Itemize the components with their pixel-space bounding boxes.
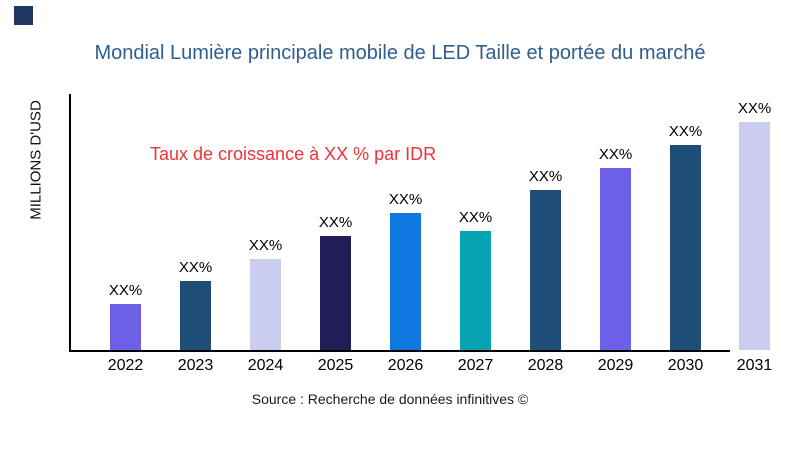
x-tick-2025: 2025 [317, 357, 354, 374]
bar-2026: XX% [389, 191, 422, 350]
x-tick-2028: 2028 [527, 357, 564, 374]
bar-value-label-2030: XX% [668, 123, 703, 140]
bar-value-label-2023: XX% [178, 259, 213, 276]
brand-corner-square [14, 6, 33, 25]
growth-rate-annotation: Taux de croissance à XX % par IDR [150, 144, 437, 164]
bar-2022: XX% [109, 282, 142, 350]
bar-value-label-2031: XX% [737, 100, 772, 117]
bar-2024: XX% [249, 237, 282, 350]
x-tick-2027: 2027 [457, 357, 494, 374]
bar-2025: XX% [319, 214, 352, 350]
bar-value-label-2022: XX% [108, 282, 143, 299]
x-tick-2030: 2030 [667, 357, 704, 374]
bar-2029: XX% [599, 146, 632, 350]
bar-value-label-2028: XX% [528, 168, 563, 185]
bar-value-label-2027: XX% [458, 209, 493, 226]
y-axis-label-text: MILLIONS D'USD [27, 100, 45, 220]
x-tick-2031: 2031 [736, 357, 773, 374]
bar-2031: XX% [738, 100, 771, 350]
y-axis-line [69, 94, 71, 352]
chart-title: Mondial Lumière principale mobile de LED… [94, 42, 706, 64]
bar-value-label-2026: XX% [388, 191, 423, 208]
source-text: Source : Recherche de données infinitive… [251, 391, 529, 407]
x-tick-2023: 2023 [177, 357, 214, 374]
x-tick-2029: 2029 [597, 357, 634, 374]
bar-2030: XX% [669, 123, 702, 350]
bar-2023: XX% [179, 259, 212, 350]
bar-2028: XX% [529, 168, 562, 350]
bar-value-label-2029: XX% [598, 146, 633, 163]
bar-2027: XX% [459, 209, 492, 350]
x-axis-line [69, 350, 730, 352]
x-tick-2024: 2024 [247, 357, 284, 374]
x-tick-2022: 2022 [107, 357, 144, 374]
bar-value-label-2024: XX% [248, 237, 283, 254]
bar-value-label-2025: XX% [318, 214, 353, 231]
x-tick-2026: 2026 [387, 357, 424, 374]
